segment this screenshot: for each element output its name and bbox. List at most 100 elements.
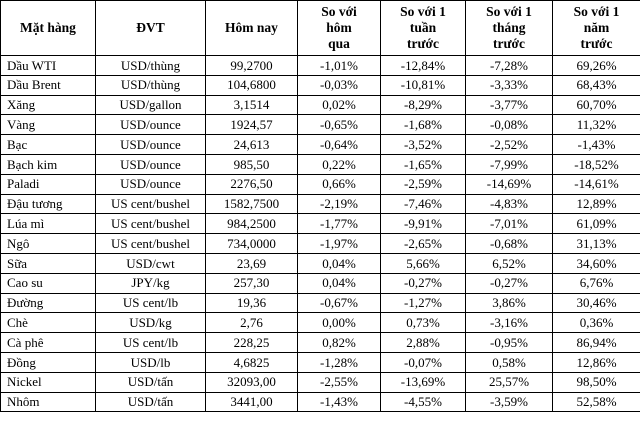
value-cell: -7,01% xyxy=(465,213,553,235)
value-cell: 68,43% xyxy=(552,74,640,96)
value-cell: -3,52% xyxy=(380,134,466,155)
table-row: Đường US cent/lb 19,36 -0,67% -1,27% 3,86% 30,… xyxy=(0,292,640,314)
value-cell: -10,81% xyxy=(380,74,466,96)
unit-cell: USD/gallon xyxy=(95,94,206,116)
column-header: So với 1 tuần trước xyxy=(380,0,466,56)
value-cell: -7,46% xyxy=(380,193,466,215)
value-cell: 2,88% xyxy=(380,332,466,353)
value-cell: -3,77% xyxy=(465,94,553,116)
commodity-name-cell: Dầu WTI xyxy=(0,55,96,76)
table-row: Đậu tương US cent/bushel 1582,7500 -2,19% -7… xyxy=(0,193,640,215)
value-cell: 2,76 xyxy=(205,312,298,334)
value-cell: 86,94% xyxy=(552,332,640,353)
table-body: Dầu WTI USD/thùng 99,2700 -1,01% -12,84% -7,2… xyxy=(0,55,640,413)
value-cell: 2276,50 xyxy=(205,173,298,195)
table-row: Dầu WTI USD/thùng 99,2700 -1,01% -12,84% -7,2… xyxy=(0,55,640,76)
value-cell: 12,86% xyxy=(552,351,640,373)
table-row: Dầu Brent USD/thùng 104,6800 -0,03% -10,81% -… xyxy=(0,74,640,96)
value-cell: -2,65% xyxy=(380,233,466,254)
commodity-price-table: Mặt hàng ĐVT Hôm nay So với hôm qua So với 1… xyxy=(0,0,640,413)
table-row: Ngô US cent/bushel 734,0000 -1,97% -2,65% -0,… xyxy=(0,233,640,254)
unit-cell: US cent/lb xyxy=(95,332,206,353)
value-cell: 11,32% xyxy=(552,114,640,136)
value-cell: -3,16% xyxy=(465,312,553,334)
value-cell: -1,28% xyxy=(297,351,381,373)
value-cell: -0,65% xyxy=(297,114,381,136)
value-cell: 4,6825 xyxy=(205,351,298,373)
value-cell: 24,613 xyxy=(205,134,298,155)
unit-cell: USD/thùng xyxy=(95,74,206,96)
value-cell: 0,36% xyxy=(552,312,640,334)
commodity-name-cell: Nhôm xyxy=(0,391,96,413)
value-cell: -3,59% xyxy=(465,391,553,413)
table-row: Paladi USD/ounce 2276,50 0,66% -2,59% -14,69%… xyxy=(0,173,640,195)
commodity-name-cell: Sữa xyxy=(0,252,96,274)
value-cell: 0,22% xyxy=(297,153,381,175)
table-row: Bạc USD/ounce 24,613 -0,64% -3,52% -2,52% -1,4… xyxy=(0,134,640,155)
value-cell: 5,66% xyxy=(380,252,466,274)
value-cell: 0,02% xyxy=(297,94,381,116)
unit-cell: US cent/bushel xyxy=(95,193,206,215)
value-cell: 734,0000 xyxy=(205,233,298,254)
value-cell: -1,68% xyxy=(380,114,466,136)
value-cell: 3,1514 xyxy=(205,94,298,116)
table-row: Cao su JPY/kg 257,30 0,04% -0,27% -0,27% 6,76% xyxy=(0,272,640,294)
column-header: So với 1 năm trước xyxy=(552,0,640,56)
value-cell: -1,65% xyxy=(380,153,466,175)
column-header: So với hôm qua xyxy=(297,0,381,56)
column-header: So với 1 tháng trước xyxy=(465,0,553,56)
value-cell: 99,2700 xyxy=(205,55,298,76)
value-cell: 23,69 xyxy=(205,252,298,274)
value-cell: 0,04% xyxy=(297,252,381,274)
value-cell: 0,00% xyxy=(297,312,381,334)
table-row: Cà phê US cent/lb 228,25 0,82% 2,88% -0,95% 86… xyxy=(0,332,640,353)
table-row: Lúa mì US cent/bushel 984,2500 -1,77% -9,91%… xyxy=(0,213,640,235)
commodity-name-cell: Nickel xyxy=(0,371,96,393)
value-cell: 1582,7500 xyxy=(205,193,298,215)
commodity-name-cell: Chè xyxy=(0,312,96,334)
value-cell: 3441,00 xyxy=(205,391,298,413)
value-cell: 34,60% xyxy=(552,252,640,274)
value-cell: -0,64% xyxy=(297,134,381,155)
table-row: Nhôm USD/tấn 3441,00 -1,43% -4,55% -3,59% 52,5… xyxy=(0,391,640,413)
unit-cell: USD/thùng xyxy=(95,55,206,76)
commodity-name-cell: Ngô xyxy=(0,233,96,254)
value-cell: -9,91% xyxy=(380,213,466,235)
column-header: Mặt hàng xyxy=(0,0,96,56)
value-cell: 52,58% xyxy=(552,391,640,413)
value-cell: 0,04% xyxy=(297,272,381,294)
value-cell: 104,6800 xyxy=(205,74,298,96)
value-cell: -7,28% xyxy=(465,55,553,76)
value-cell: 32093,00 xyxy=(205,371,298,393)
value-cell: 6,76% xyxy=(552,272,640,294)
column-header: Hôm nay xyxy=(205,0,298,56)
value-cell: 228,25 xyxy=(205,332,298,353)
value-cell: -2,59% xyxy=(380,173,466,195)
value-cell: 60,70% xyxy=(552,94,640,116)
value-cell: 98,50% xyxy=(552,371,640,393)
value-cell: -8,29% xyxy=(380,94,466,116)
value-cell: 0,82% xyxy=(297,332,381,353)
value-cell: -2,52% xyxy=(465,134,553,155)
value-cell: -0,08% xyxy=(465,114,553,136)
table-row: Nickel USD/tấn 32093,00 -2,55% -13,69% 25,57%… xyxy=(0,371,640,393)
value-cell: -1,27% xyxy=(380,292,466,314)
value-cell: -7,99% xyxy=(465,153,553,175)
unit-cell: USD/tấn xyxy=(95,371,206,393)
unit-cell: US cent/bushel xyxy=(95,213,206,235)
unit-cell: JPY/kg xyxy=(95,272,206,294)
unit-cell: USD/ounce xyxy=(95,153,206,175)
value-cell: -0,67% xyxy=(297,292,381,314)
table-row: Xăng USD/gallon 3,1514 0,02% -8,29% -3,77% 60,… xyxy=(0,94,640,116)
commodity-name-cell: Dầu Brent xyxy=(0,74,96,96)
value-cell: 25,57% xyxy=(465,371,553,393)
value-cell: -1,97% xyxy=(297,233,381,254)
commodity-name-cell: Lúa mì xyxy=(0,213,96,235)
value-cell: -1,77% xyxy=(297,213,381,235)
unit-cell: USD/tấn xyxy=(95,391,206,413)
value-cell: 0,66% xyxy=(297,173,381,195)
value-cell: 12,89% xyxy=(552,193,640,215)
value-cell: -4,55% xyxy=(380,391,466,413)
value-cell: -0,95% xyxy=(465,332,553,353)
value-cell: 984,2500 xyxy=(205,213,298,235)
